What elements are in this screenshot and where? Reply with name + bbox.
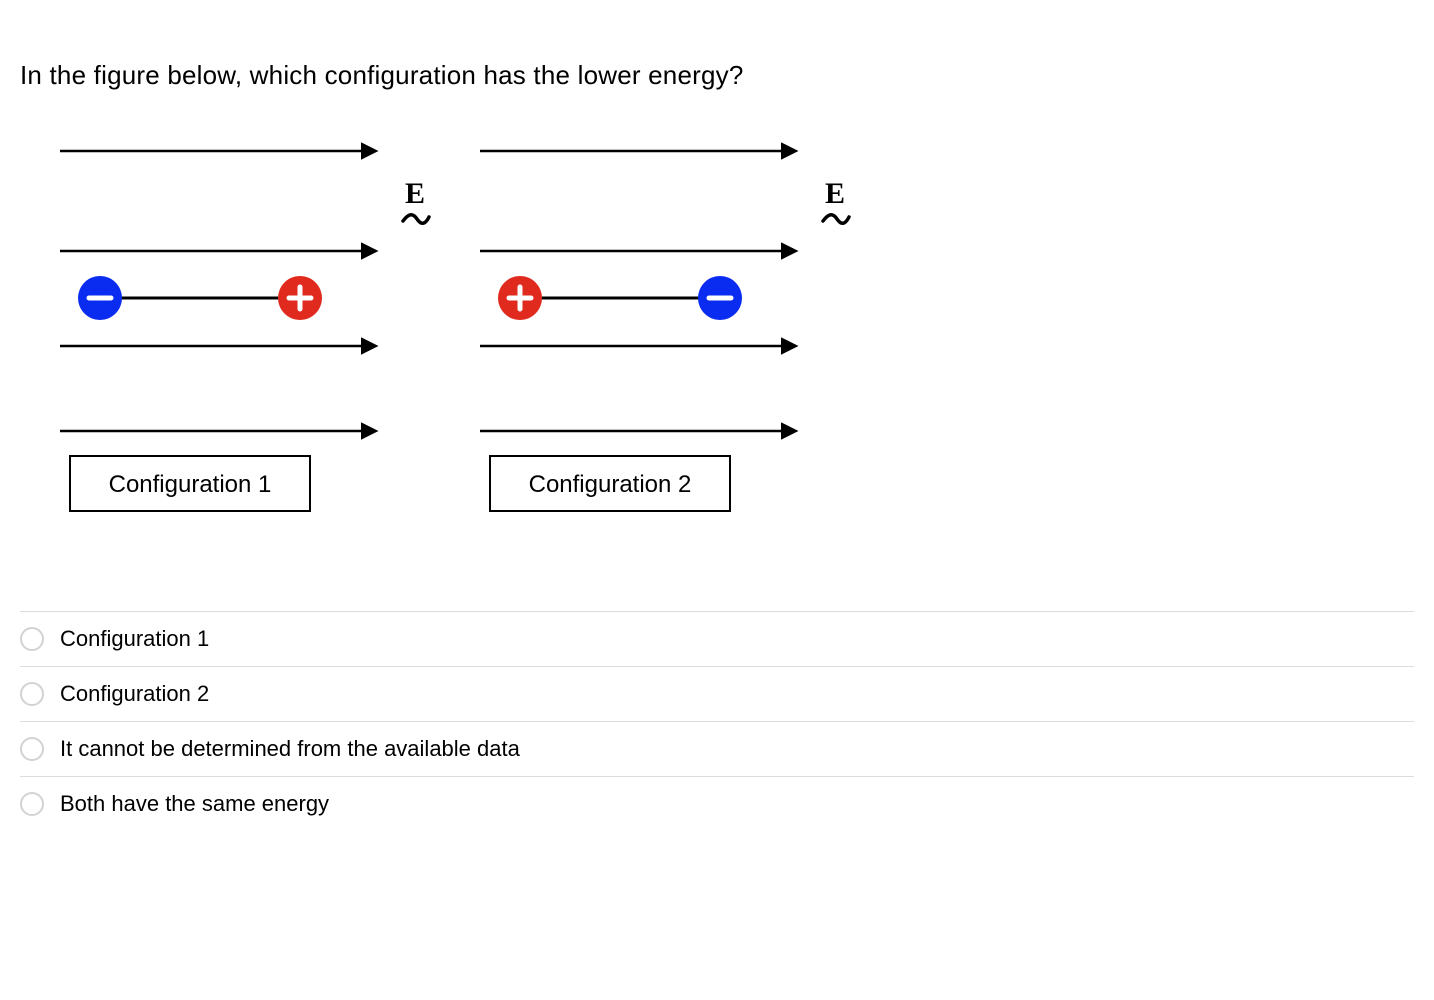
radio-icon <box>20 627 44 651</box>
question-text: In the figure below, which configuration… <box>20 60 1414 91</box>
svg-text:E: E <box>405 177 425 210</box>
option-cannot-determine[interactable]: It cannot be determined from the availab… <box>20 722 1414 777</box>
figure-container: E Configuration 1 E Configuration 2 <box>20 121 1414 551</box>
svg-text:Configuration 2: Configuration 2 <box>529 471 692 498</box>
dipole-figure: E Configuration 1 E Configuration 2 <box>20 121 890 551</box>
radio-icon <box>20 737 44 761</box>
option-config1[interactable]: Configuration 1 <box>20 612 1414 667</box>
svg-text:E: E <box>825 177 845 210</box>
option-label: It cannot be determined from the availab… <box>60 736 1414 762</box>
radio-icon <box>20 682 44 706</box>
option-label: Both have the same energy <box>60 791 1414 817</box>
option-label: Configuration 1 <box>60 626 1414 652</box>
option-same-energy[interactable]: Both have the same energy <box>20 777 1414 831</box>
option-config2[interactable]: Configuration 2 <box>20 667 1414 722</box>
radio-icon <box>20 792 44 816</box>
option-label: Configuration 2 <box>60 681 1414 707</box>
svg-text:Configuration 1: Configuration 1 <box>109 471 272 498</box>
options-list: Configuration 1 Configuration 2 It canno… <box>20 611 1414 831</box>
